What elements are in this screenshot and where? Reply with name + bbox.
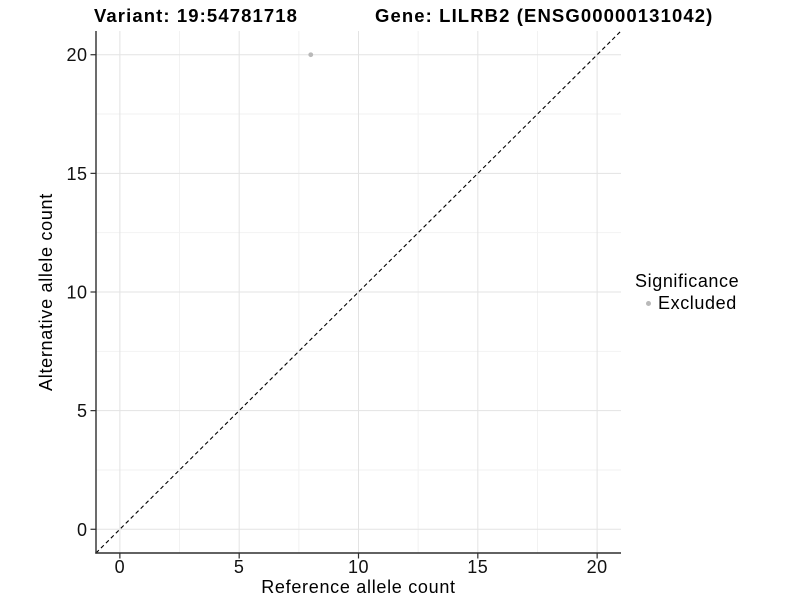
- legend-item-excluded: Excluded: [638, 293, 739, 314]
- y-tick-label: 0: [77, 520, 88, 540]
- y-tick-label: 10: [66, 283, 87, 303]
- x-tick-label: 15: [467, 557, 488, 577]
- y-tick-label: 15: [66, 164, 87, 184]
- x-tick-label: 10: [348, 557, 369, 577]
- y-tick-label: 5: [77, 401, 88, 421]
- y-axis-title: Alternative allele count: [36, 193, 56, 391]
- legend-key: [638, 294, 658, 314]
- legend-item-label: Excluded: [658, 293, 737, 313]
- x-tick-label: 20: [587, 557, 608, 577]
- data-point-excluded: [308, 52, 314, 58]
- x-axis-title: Reference allele count: [261, 577, 456, 597]
- excluded-point-icon: [645, 301, 651, 306]
- legend: Significance Excluded: [635, 271, 739, 314]
- legend-title: Significance: [635, 271, 740, 291]
- identity-dashed-line: [95, 30, 622, 554]
- x-tick-label: 5: [234, 557, 245, 577]
- gene-title: Gene: LILRB2 (ENSG00000131042): [375, 5, 714, 26]
- y-tick-label: 20: [66, 45, 87, 65]
- x-tick-label: 0: [115, 557, 126, 577]
- variant-title: Variant: 19:54781718: [94, 5, 299, 26]
